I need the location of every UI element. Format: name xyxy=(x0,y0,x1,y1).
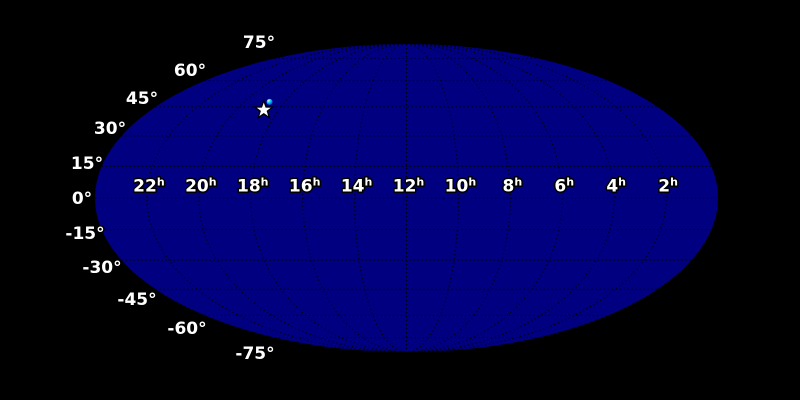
ra-tick-label-20h: 20h xyxy=(185,176,217,197)
ra-tick-number: 6 xyxy=(554,177,566,197)
ra-tick-hour-superscript: h xyxy=(416,176,424,189)
ra-tick-hour-superscript: h xyxy=(209,176,217,189)
ra-tick-label-14h: 14h xyxy=(341,176,373,197)
ra-tick-label-18h: 18h xyxy=(237,176,269,197)
dec-tick-label-0: 0° xyxy=(72,189,92,209)
ra-tick-hour-superscript: h xyxy=(566,176,574,189)
ra-tick-label-22h: 22h xyxy=(133,176,165,197)
grid-meridian-2h xyxy=(406,43,667,353)
ra-tick-number: 4 xyxy=(606,177,618,197)
ra-tick-label-12h: 12h xyxy=(393,176,425,197)
star-marker xyxy=(252,98,275,120)
grid-meridian-22h xyxy=(146,43,407,353)
ra-tick-number: 12 xyxy=(393,177,417,197)
ra-tick-label-10h: 10h xyxy=(445,176,477,197)
companion-dot-marker xyxy=(266,98,273,105)
dec-tick-label--45: -45° xyxy=(117,290,156,310)
grid-meridian-16h xyxy=(302,43,407,353)
ra-tick-hour-superscript: h xyxy=(468,176,476,189)
ra-tick-number: 20 xyxy=(185,177,209,197)
data-markers xyxy=(252,98,275,120)
dec-tick-label--15: -15° xyxy=(65,224,104,244)
ra-tick-number: 16 xyxy=(289,177,313,197)
ra-tick-number: 14 xyxy=(341,177,365,197)
ra-tick-number: 10 xyxy=(445,177,469,197)
ra-tick-number: 2 xyxy=(658,177,670,197)
dec-tick-label-75: 75° xyxy=(243,33,275,53)
ra-tick-hour-superscript: h xyxy=(261,176,269,189)
ra-tick-hour-superscript: h xyxy=(313,176,321,189)
ra-tick-hour-superscript: h xyxy=(670,176,678,189)
ra-tick-hour-superscript: h xyxy=(364,176,372,189)
ra-tick-hour-superscript: h xyxy=(514,176,522,189)
ra-tick-hour-superscript: h xyxy=(157,176,165,189)
ra-tick-label-6h: 6h xyxy=(554,176,574,197)
ra-tick-label-4h: 4h xyxy=(606,176,626,197)
grid-meridian-8h xyxy=(406,43,511,353)
dec-tick-label--60: -60° xyxy=(167,319,206,339)
ra-tick-label-2h: 2h xyxy=(658,176,678,197)
dec-tick-label--30: -30° xyxy=(82,258,121,278)
grid-meridian-14h xyxy=(354,43,407,353)
ra-tick-label-8h: 8h xyxy=(502,176,522,197)
grid-meridian-10h xyxy=(406,43,459,353)
dec-tick-label-15: 15° xyxy=(71,154,103,174)
dec-tick-label-30: 30° xyxy=(94,119,126,139)
ra-tick-number: 18 xyxy=(237,177,261,197)
dec-tick-label-45: 45° xyxy=(126,89,158,109)
ra-tick-hour-superscript: h xyxy=(618,176,626,189)
ra-tick-label-16h: 16h xyxy=(289,176,321,197)
graticule xyxy=(95,43,718,353)
ra-tick-number: 22 xyxy=(133,177,157,197)
axis-labels: 22h 20h 18h 16h 14h 12h 10h 8h 6h 4h 2h75°60°45°30… xyxy=(64,32,680,366)
dec-tick-label--75: -75° xyxy=(235,344,274,364)
ra-tick-number: 8 xyxy=(502,177,514,197)
celestial-sphere-ellipse xyxy=(95,44,718,352)
dec-tick-label-60: 60° xyxy=(174,61,206,81)
